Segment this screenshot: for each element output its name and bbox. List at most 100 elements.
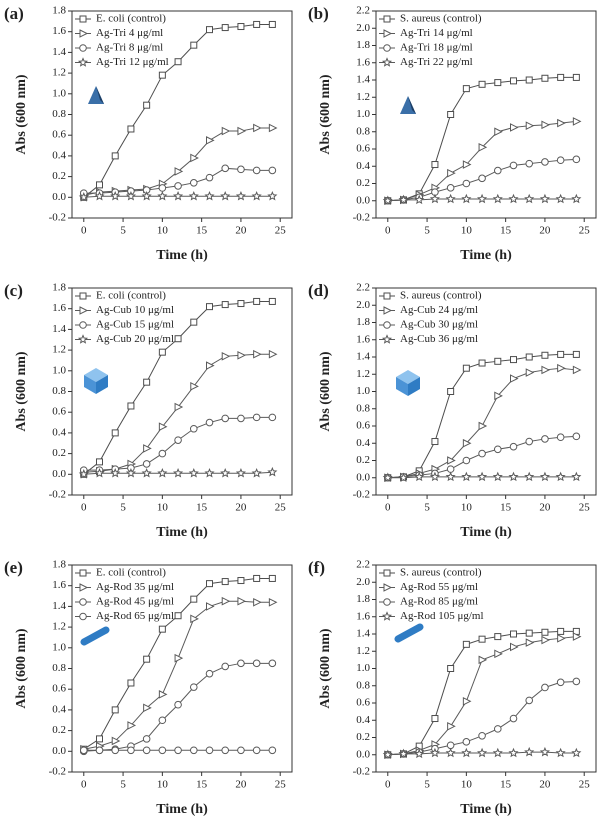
marker	[445, 193, 456, 204]
marker	[509, 161, 518, 170]
y-tick-label: 2.0	[356, 576, 370, 588]
legend-marker	[383, 583, 393, 592]
marker	[143, 378, 151, 386]
marker	[188, 467, 199, 478]
legend-label: Ag-Tri 12 μg/ml	[96, 56, 169, 68]
x-tick-label: 25	[579, 502, 591, 514]
marker	[221, 578, 229, 586]
marker	[141, 467, 152, 478]
marker	[462, 85, 470, 93]
marker	[429, 747, 440, 758]
marker	[111, 736, 121, 746]
y-tick-label: 1.0	[52, 364, 66, 376]
x-tick-label: 15	[196, 502, 208, 514]
marker	[446, 184, 455, 192]
marker	[555, 471, 566, 482]
y-tick-label: 0.4	[356, 160, 370, 172]
y-axis-title: Abs (600 nm)	[318, 74, 333, 154]
marker	[252, 166, 261, 175]
x-tick-label: 25	[579, 779, 591, 791]
marker	[253, 349, 262, 359]
legend-label: Ag-Cub 30 μg/ml	[400, 319, 478, 331]
marker	[268, 166, 277, 175]
marker	[111, 746, 120, 755]
legend-marker	[383, 15, 391, 23]
panel: (c) Time (h) Abs (600 nm) -0.2 0.0 0.2 0.4 0.6 0…	[4, 281, 293, 540]
y-tick-label: 1.8	[52, 282, 66, 294]
marker	[524, 746, 535, 757]
marker	[509, 714, 518, 723]
y-tick-label: 1.6	[52, 302, 66, 314]
marker	[572, 350, 580, 358]
legend-marker	[79, 612, 87, 621]
marker	[94, 190, 105, 201]
y-tick-label: 1.2	[356, 645, 370, 657]
marker	[253, 597, 262, 607]
legend-label: Ag-Tri 4 μg/ml	[96, 27, 163, 39]
marker	[462, 738, 471, 746]
marker	[267, 190, 278, 201]
marker	[462, 179, 471, 188]
marker	[206, 303, 213, 311]
marker	[447, 721, 456, 731]
y-tick-label: 0.0	[356, 471, 370, 483]
marker	[158, 184, 167, 192]
marker	[174, 653, 184, 663]
marker	[477, 747, 488, 758]
marker	[205, 418, 214, 427]
marker	[252, 659, 261, 668]
x-tick-label: 10	[461, 502, 473, 514]
marker	[142, 746, 151, 755]
marker	[190, 41, 198, 49]
marker	[253, 123, 262, 133]
panel: (b) Time (h) Abs (600 nm) -0.2 0.0 0.2 0.4 0.6 0…	[308, 4, 597, 263]
marker	[252, 413, 261, 422]
marker	[143, 101, 151, 109]
marker	[571, 471, 582, 482]
marker	[143, 655, 151, 663]
marker	[173, 190, 184, 201]
marker	[221, 662, 230, 671]
marker	[127, 746, 135, 755]
marker	[446, 465, 455, 473]
y-tick-label: -0.2	[49, 212, 66, 224]
y-tick-label: 1.4	[52, 46, 66, 58]
marker	[188, 190, 199, 201]
series-line	[387, 76, 577, 202]
marker	[268, 574, 276, 582]
marker	[509, 442, 518, 451]
y-tick-label: 0.2	[52, 447, 66, 459]
y-tick-label: 0.2	[356, 177, 370, 189]
marker	[174, 402, 184, 412]
legend-marker	[383, 569, 391, 577]
y-tick-label: 1.0	[356, 108, 370, 120]
x-tick-label: 10	[157, 779, 169, 791]
legend-label: Ag-Tri 22 μg/ml	[400, 56, 473, 68]
marker	[268, 123, 278, 133]
x-tick-label: 5	[424, 502, 430, 514]
marker	[221, 746, 230, 755]
marker	[268, 413, 277, 422]
marker	[221, 126, 231, 136]
marker	[572, 73, 580, 81]
legend-marker	[79, 569, 87, 577]
rod-icon	[80, 626, 110, 646]
legend-marker	[79, 321, 87, 329]
y-tick-label: 1.4	[356, 74, 370, 86]
marker	[235, 190, 246, 201]
marker	[477, 471, 488, 482]
marker	[478, 174, 486, 183]
x-tick-label: 5	[120, 225, 126, 237]
marker	[478, 449, 486, 458]
panel-label: (e)	[4, 558, 23, 577]
marker	[253, 20, 261, 28]
marker	[268, 297, 276, 305]
legend-label: Ag-Rod 55 μg/ml	[400, 581, 478, 593]
y-tick-label: 0.4	[52, 149, 66, 161]
y-tick-label: 0.0	[52, 191, 66, 203]
marker	[462, 640, 470, 648]
panel: (e) Time (h) Abs (600 nm) -0.2 0.0 0.2 0.4 0.6 0…	[4, 558, 293, 817]
y-tick-label: 1.0	[52, 87, 66, 99]
marker	[127, 721, 137, 730]
legend-marker	[79, 583, 89, 592]
